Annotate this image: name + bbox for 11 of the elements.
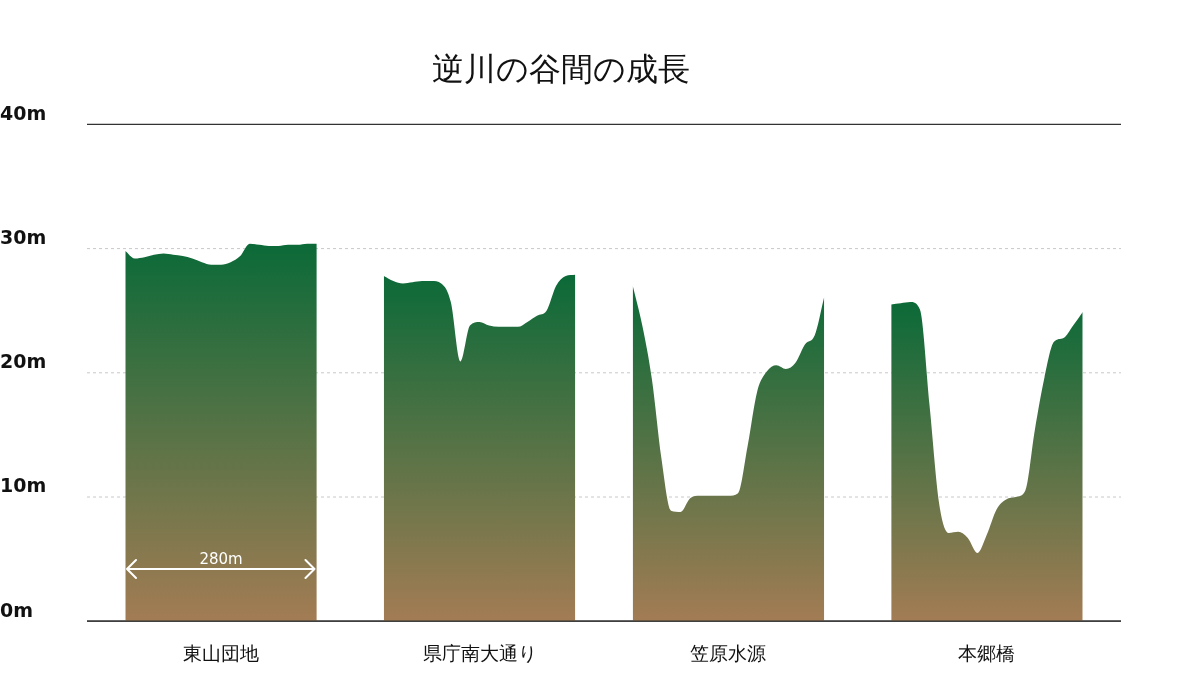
- annotation: 280m: [199, 549, 243, 568]
- chart-title: 逆川の谷間の成長: [431, 49, 690, 88]
- x-tick-label: 本郷橋: [958, 641, 1016, 664]
- y-tick-label: 30m: [0, 226, 47, 249]
- x-tick-label: 東山団地: [183, 641, 260, 664]
- x-tick-label: 県庁南大通り: [422, 641, 537, 664]
- y-tick-label: 0m: [0, 598, 34, 621]
- y-tick-label: 20m: [0, 350, 47, 373]
- y-tick-label: 40m: [0, 101, 47, 124]
- y-tick-label: 10m: [0, 474, 47, 497]
- x-tick-label: 笠原水源: [690, 641, 767, 664]
